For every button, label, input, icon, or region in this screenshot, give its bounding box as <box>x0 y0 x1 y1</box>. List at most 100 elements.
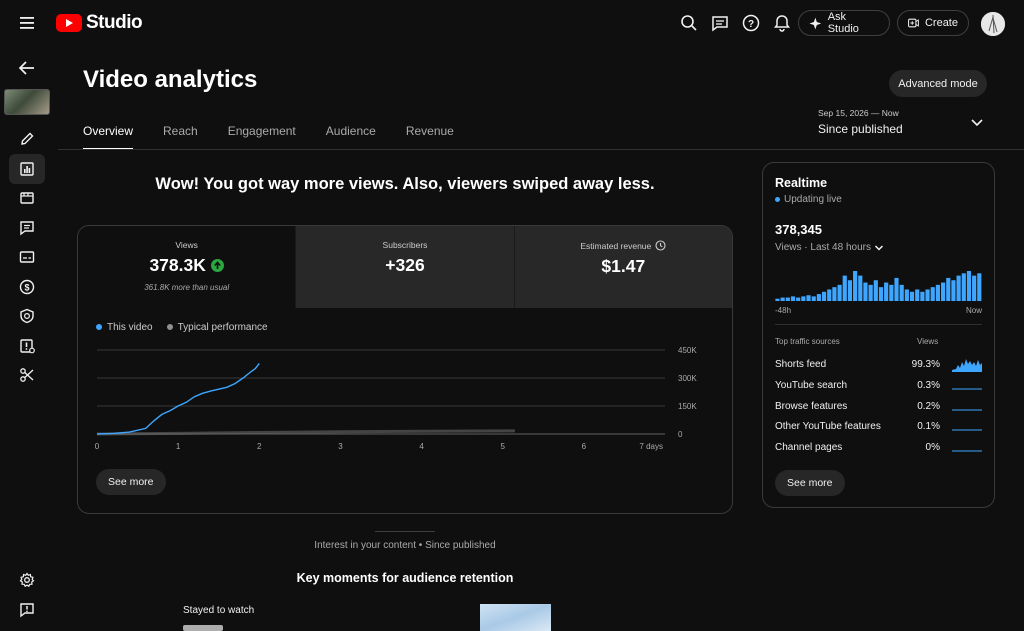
svg-text:?: ? <box>748 19 754 30</box>
realtime-bar <box>920 291 925 301</box>
traffic-source-row: Browse features 0.2% <box>775 401 982 415</box>
realtime-bar <box>796 297 801 301</box>
top-bar: Studio ? Ask Studio Create <box>0 0 1024 46</box>
settings-icon[interactable] <box>9 565 45 595</box>
key-moment-thumbnail[interactable] <box>480 604 551 631</box>
tab-reach[interactable]: Reach <box>163 124 198 138</box>
realtime-bar <box>837 284 842 301</box>
create-label: Create <box>924 17 958 29</box>
create-video-icon <box>908 18 919 28</box>
feedback-icon[interactable] <box>709 12 731 34</box>
metric-label: Subscribers <box>382 240 428 250</box>
date-range: Sep 15, 2026 — Now <box>818 108 899 118</box>
live-dot-icon <box>775 197 780 202</box>
ask-studio-label: Ask Studio <box>827 11 859 35</box>
interest-caption: Interest in your content • Since publish… <box>314 540 496 551</box>
realtime-bar-chart <box>775 271 982 301</box>
help-icon[interactable]: ? <box>740 12 762 34</box>
divider <box>775 324 982 325</box>
tab-engagement[interactable]: Engagement <box>227 124 296 138</box>
realtime-bar <box>909 291 915 301</box>
tab-audience[interactable]: Audience <box>325 124 376 138</box>
sparkline-icon <box>952 388 982 390</box>
video-thumbnail[interactable] <box>4 89 50 115</box>
realtime-bar <box>801 296 806 301</box>
realtime-bar <box>899 284 904 301</box>
metric-revenue[interactable]: Estimated revenue $1.47 <box>513 226 732 308</box>
page-title: Video analytics <box>83 66 258 93</box>
notifications-icon[interactable] <box>771 12 793 34</box>
send-feedback-icon[interactable] <box>9 595 45 625</box>
realtime-bar <box>878 287 884 301</box>
logo-text: Studio <box>86 12 143 33</box>
advanced-mode-button[interactable]: Advanced mode <box>889 70 987 97</box>
tab-overview[interactable]: Overview <box>83 124 134 150</box>
youtube-logo-icon <box>56 14 82 32</box>
monetization-icon[interactable]: $ <box>9 272 45 302</box>
restrictions-icon[interactable] <box>9 331 45 361</box>
x-tick-label: 6 <box>582 442 587 451</box>
see-more-button[interactable]: See more <box>96 469 166 495</box>
metric-tabs: Views 378.3K 361.8K more than usual Subs… <box>78 226 732 308</box>
realtime-bar <box>785 297 790 301</box>
editor-icon[interactable] <box>9 183 45 213</box>
metric-views[interactable]: Views 378.3K 361.8K more than usual <box>78 226 296 308</box>
axis-end: Now <box>965 306 982 315</box>
y-tick-label: 150K <box>678 402 697 411</box>
copyright-icon[interactable] <box>9 301 45 331</box>
realtime-views: 378,345 <box>775 222 822 237</box>
realtime-bar <box>930 287 935 301</box>
realtime-bar <box>775 298 780 301</box>
sparkline-icon <box>952 409 982 411</box>
sparkline-icon <box>952 359 982 372</box>
legend-typical: Typical performance <box>166 322 268 333</box>
realtime-period-selector[interactable]: Views · Last 48 hours <box>775 242 884 253</box>
traffic-source-row: YouTube search 0.3% <box>775 380 982 394</box>
realtime-bar <box>935 284 940 301</box>
tab-revenue[interactable]: Revenue <box>405 124 454 138</box>
realtime-bar <box>806 295 811 301</box>
metric-label: Views <box>175 240 198 250</box>
y-tick-label: 450K <box>678 346 697 355</box>
x-tick-label: 2 <box>257 442 262 451</box>
clips-icon[interactable] <box>9 360 45 390</box>
realtime-bar <box>873 280 878 301</box>
comments-icon[interactable] <box>9 213 45 243</box>
metric-value: $1.47 <box>601 256 646 276</box>
menu-icon[interactable] <box>18 14 38 32</box>
realtime-bar <box>951 280 956 301</box>
realtime-bar <box>863 282 868 301</box>
x-tick-label: 1 <box>176 442 181 451</box>
metric-subscribers[interactable]: Subscribers +326 <box>295 226 514 308</box>
left-rail: $ <box>0 46 54 631</box>
subtitles-icon[interactable] <box>9 242 45 272</box>
date-label: Since published <box>818 122 903 136</box>
edit-icon[interactable] <box>9 124 45 154</box>
realtime-bar <box>780 297 785 301</box>
realtime-bar <box>961 273 966 301</box>
realtime-bar <box>868 284 873 301</box>
ask-studio-button[interactable]: Ask Studio <box>798 10 890 36</box>
realtime-bar <box>946 277 951 301</box>
series-line-this-video <box>96 362 260 435</box>
chart-legend: This video Typical performance <box>96 322 268 333</box>
y-tick-label: 300K <box>678 374 697 383</box>
overview-card: Views 378.3K 361.8K more than usual Subs… <box>77 225 733 514</box>
legend-this-video: This video <box>96 322 153 333</box>
x-tick-label: 4 <box>419 442 424 451</box>
tab-divider <box>58 149 1024 150</box>
live-status: Updating live <box>775 194 842 205</box>
realtime-bar <box>827 289 832 301</box>
studio-logo[interactable]: Studio <box>56 12 143 34</box>
realtime-see-more-button[interactable]: See more <box>775 470 845 496</box>
search-icon[interactable] <box>678 12 700 34</box>
chevron-down-icon <box>874 244 884 251</box>
analytics-icon[interactable] <box>9 154 45 184</box>
sparkline-icon <box>952 429 982 431</box>
trend-up-icon <box>210 259 224 272</box>
back-icon[interactable] <box>9 53 45 83</box>
x-tick-label: 0 <box>95 442 100 451</box>
avatar[interactable] <box>981 12 1005 36</box>
create-button[interactable]: Create <box>897 10 969 36</box>
date-range-selector[interactable]: Sep 15, 2026 — Now Since published <box>818 108 988 136</box>
